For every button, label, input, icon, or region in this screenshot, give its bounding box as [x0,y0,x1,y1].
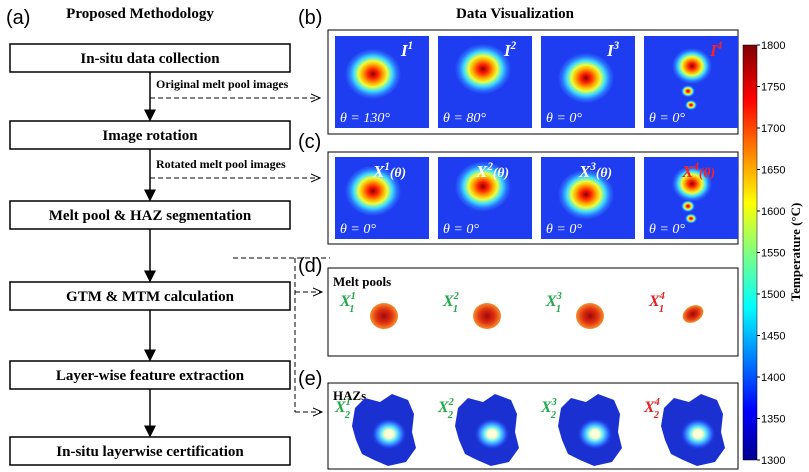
panel-label: (c) [298,131,321,153]
label-sup: 3 [551,397,557,408]
colorbar-label: Temperature (°C) [788,203,803,302]
label-base: X [681,162,694,181]
haz-core [474,418,510,450]
section-title: Melt pools [333,274,391,289]
angle-label: θ = 0° [649,222,685,237]
step-label: Image rotation [102,128,198,144]
arrow-label: Rotated melt pool images [156,157,286,171]
hot-spot [345,49,401,99]
colorbar-tick-label: 1300 [761,455,785,467]
label-sub: 2 [447,410,453,421]
figure: Proposed Methodology Data Visualization … [0,0,809,472]
label-sup: 4 [716,40,723,52]
haz-core [577,418,613,450]
label-suffix: (θ) [493,165,509,181]
label-base: X [475,162,488,181]
visualization-title: Data Visualization [456,6,575,22]
colorbar-tick-label: 1450 [761,331,785,343]
label-sup: 3 [613,40,620,52]
melt-pool [473,303,501,329]
angle-label: θ = 130° [340,111,390,126]
label-sup: 3 [556,291,562,302]
label-sup: 1 [346,397,351,408]
panel-label: (d) [298,255,322,277]
melt-pool [576,303,604,329]
label-base: X [578,162,591,181]
angle-label: θ = 0° [546,111,582,126]
label-sub: 1 [556,304,561,315]
label-suffix: (θ) [699,165,715,181]
colorbar-tick-label: 1700 [761,123,785,135]
haz-core [371,418,407,450]
colorbar-tick-label: 1750 [761,82,785,94]
step-label: GTM & MTM calculation [66,289,235,305]
hot-spot [558,53,614,103]
label-sub: 1 [349,304,354,315]
melt-pool [679,302,706,327]
melt-pool [370,303,398,329]
label-suffix: (θ) [596,165,612,181]
label-sup: 2 [510,40,517,52]
label-sup: 1 [351,291,356,302]
colorbar-tick-label: 1600 [761,206,785,218]
label-base: X [372,162,385,181]
panel-label: (b) [298,7,322,29]
hot-spot [685,214,697,224]
label-sub: 1 [453,304,458,315]
angle-label: θ = 80° [443,111,486,126]
colorbar-tick-label: 1550 [761,248,785,260]
hot-spot [681,85,695,97]
methodology-title: Proposed Methodology [66,6,214,22]
colorbar-tick-label: 1400 [761,372,785,384]
label-sup: 1 [408,40,414,52]
angle-label: θ = 0° [443,222,479,237]
label-sup: 2 [453,291,459,302]
hot-spot [681,200,695,212]
colorbar [743,45,757,460]
label-sup: 2 [448,397,454,408]
label-sub: 2 [344,410,350,421]
step-label: In-situ layerwise certification [56,444,244,460]
hot-spot [685,100,697,110]
image-label: X42 [643,397,660,421]
panel-label: (e) [298,368,322,390]
arrow-label: Original melt pool images [156,77,289,91]
label-sup: 4 [654,397,660,408]
hot-spot [455,44,511,94]
step-label: Melt pool & HAZ segmentation [49,208,252,224]
angle-label: θ = 0° [546,222,582,237]
label-sub: 2 [653,410,659,421]
colorbar-tick-label: 1650 [761,165,785,177]
label-suffix: (θ) [390,165,406,181]
label-sub: 2 [550,410,556,421]
colorbar-tick-label: 1500 [761,289,785,301]
colorbar-tick-label: 1350 [761,414,785,426]
panel-label: (a) [6,7,30,29]
label-sub: 1 [659,304,664,315]
angle-label: θ = 0° [340,222,376,237]
hot-spot [672,48,712,84]
step-label: In-situ data collection [80,51,220,67]
step-label: Layer-wise feature extraction [56,368,245,384]
angle-label: θ = 0° [649,111,685,126]
haz-core [680,418,716,450]
label-sup: 4 [659,291,665,302]
colorbar-tick-label: 1800 [761,40,785,52]
